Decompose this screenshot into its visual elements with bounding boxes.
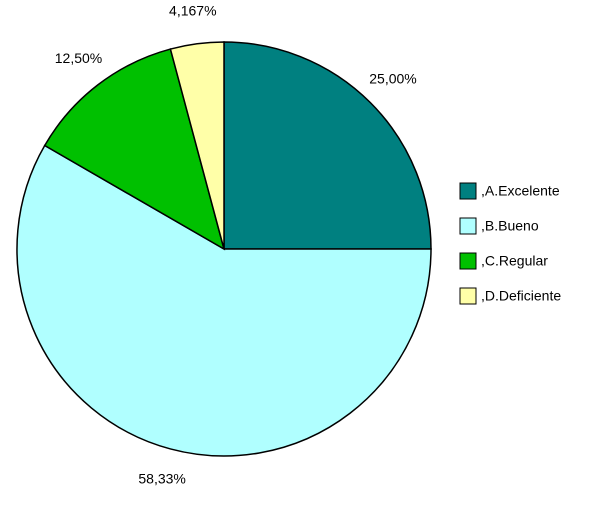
- legend-label: ,C.Regular: [481, 253, 548, 269]
- data-label: 25,00%: [369, 71, 416, 87]
- data-label: 4,167%: [169, 3, 216, 19]
- legend-label: ,B.Bueno: [481, 218, 539, 234]
- pie-slice: [16, 144, 432, 457]
- legend-swatch: [459, 252, 477, 270]
- legend-swatch: [459, 182, 477, 200]
- legend-label: ,A.Excelente: [481, 183, 560, 199]
- data-label: 12,50%: [55, 50, 102, 66]
- legend-label: ,D.Deficiente: [481, 288, 561, 304]
- pie-slice: [223, 41, 432, 250]
- pie-slice: [43, 48, 226, 251]
- legend-swatch: [459, 287, 477, 305]
- pie-slice: [169, 41, 225, 250]
- legend-swatch: [459, 217, 477, 235]
- data-label: 58,33%: [138, 471, 185, 487]
